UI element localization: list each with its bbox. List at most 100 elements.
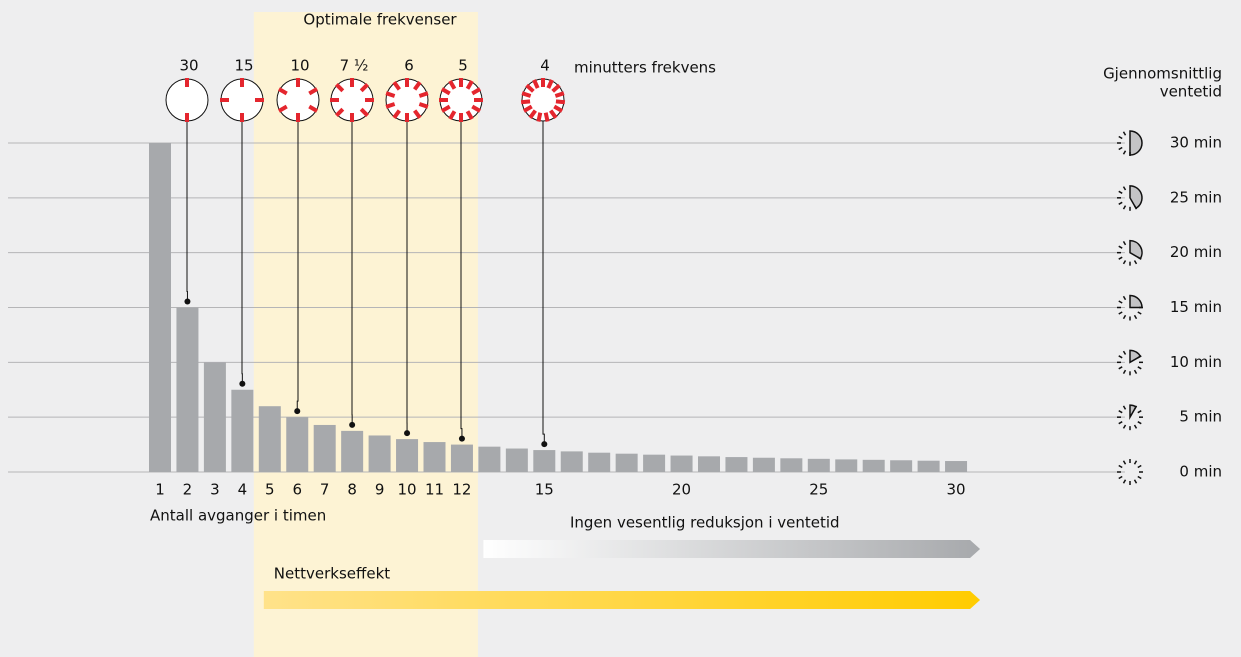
y-tick-label: 5 min xyxy=(1179,408,1222,426)
bar xyxy=(780,458,803,472)
clock-dash xyxy=(1122,241,1127,246)
bar xyxy=(890,460,913,472)
clock-dash xyxy=(1118,190,1123,194)
clock-dash xyxy=(1137,311,1142,315)
bar xyxy=(203,362,226,472)
bar xyxy=(313,424,336,472)
bar xyxy=(176,307,199,472)
x-tick-label: 12 xyxy=(452,481,471,499)
clock-dash xyxy=(1133,260,1138,265)
frequency-dash xyxy=(549,109,558,119)
clock-dash xyxy=(1118,135,1123,140)
frequency-tick-label: 5 xyxy=(458,57,468,75)
bar xyxy=(149,143,171,472)
x-tick-label: 4 xyxy=(238,481,248,499)
clock-sector xyxy=(1129,294,1143,309)
frequency-dash xyxy=(553,104,564,113)
x-tick-label: 6 xyxy=(292,481,302,499)
clock-sector xyxy=(1129,349,1142,364)
clock-dash xyxy=(1137,256,1142,260)
bar xyxy=(725,457,748,472)
connector-dot xyxy=(349,421,356,428)
bar xyxy=(560,451,583,472)
frequency-dash xyxy=(385,102,396,109)
bar xyxy=(478,446,501,472)
frequency-dash xyxy=(465,110,474,121)
x-tick-label: 3 xyxy=(210,481,220,499)
frequency-dash xyxy=(277,104,288,113)
clock-dash xyxy=(1133,479,1138,484)
bar xyxy=(450,444,473,472)
bar xyxy=(341,430,364,472)
frequency-dash xyxy=(448,79,457,90)
clock-dash xyxy=(1118,245,1123,249)
clock-dash xyxy=(1122,295,1127,301)
clock-dash xyxy=(1122,150,1127,155)
clock-dash xyxy=(1122,205,1127,210)
frequency-tick-label: 10 xyxy=(290,57,309,75)
bar xyxy=(643,454,666,472)
bar xyxy=(258,406,281,472)
x-tick-label: 2 xyxy=(183,481,193,499)
clock-dash xyxy=(1137,410,1142,414)
clock-dash xyxy=(1133,460,1138,465)
frequency-dash xyxy=(525,83,535,93)
arrow xyxy=(263,591,981,609)
clock-dash xyxy=(1118,366,1123,370)
clock-sector xyxy=(1129,185,1143,210)
bar xyxy=(423,442,446,472)
clock-dash xyxy=(1118,355,1123,359)
clock-dash xyxy=(1122,460,1127,465)
arrow-label: Ingen vesentlig reduksjon i ventetid xyxy=(570,514,840,532)
bar xyxy=(505,448,528,472)
clock-dash xyxy=(1118,201,1123,205)
y-axis-label: ventetid xyxy=(1160,83,1222,101)
frequency-dash xyxy=(471,87,482,96)
bar xyxy=(807,458,830,472)
frequency-dash xyxy=(554,91,565,98)
y-tick-label: 10 min xyxy=(1170,353,1222,371)
frequency-dash xyxy=(359,83,369,93)
bar xyxy=(752,457,775,472)
x-tick-label: 20 xyxy=(672,481,691,499)
clock-dash xyxy=(1118,475,1123,480)
x-tick-label: 5 xyxy=(265,481,275,499)
frequency-dash xyxy=(308,87,319,96)
clock-dash xyxy=(1137,355,1142,359)
y-tick-label: 0 min xyxy=(1179,463,1222,481)
frequency-dash xyxy=(555,99,566,105)
x-tick-label: 7 xyxy=(320,481,330,499)
frequency-dash xyxy=(418,91,429,98)
bar xyxy=(862,459,885,472)
bar xyxy=(588,452,611,472)
x-tick-label: 30 xyxy=(947,481,966,499)
clock-dash xyxy=(1122,405,1127,410)
arrow xyxy=(483,540,981,558)
clock-dash xyxy=(1122,350,1127,355)
clock-dash xyxy=(1118,464,1123,469)
y-tick-label: 25 min xyxy=(1170,188,1222,206)
clock-dash xyxy=(1122,369,1127,374)
x-tick-label: 9 xyxy=(375,481,385,499)
frequency-dash xyxy=(521,91,532,98)
x-tick-label: 25 xyxy=(809,481,828,499)
bar xyxy=(615,453,638,472)
connector-dot xyxy=(458,435,465,442)
clock-dash xyxy=(1118,410,1123,414)
connector xyxy=(542,121,545,445)
clock-dash xyxy=(1122,186,1127,191)
bar xyxy=(945,461,968,472)
frequency-dash xyxy=(335,107,345,117)
frequency-dash xyxy=(440,87,451,96)
frequency-dash xyxy=(546,79,554,89)
connector-dot xyxy=(239,380,246,387)
y-tick-label: 30 min xyxy=(1170,134,1222,152)
frequency-dash xyxy=(520,99,531,105)
frequency-dash xyxy=(522,104,533,113)
x-tick-label: 1 xyxy=(155,481,165,499)
frequency-tick-label: 30 xyxy=(179,57,198,75)
clock-dash xyxy=(1118,311,1123,315)
bar xyxy=(286,417,309,472)
frequency-dash xyxy=(528,109,537,119)
